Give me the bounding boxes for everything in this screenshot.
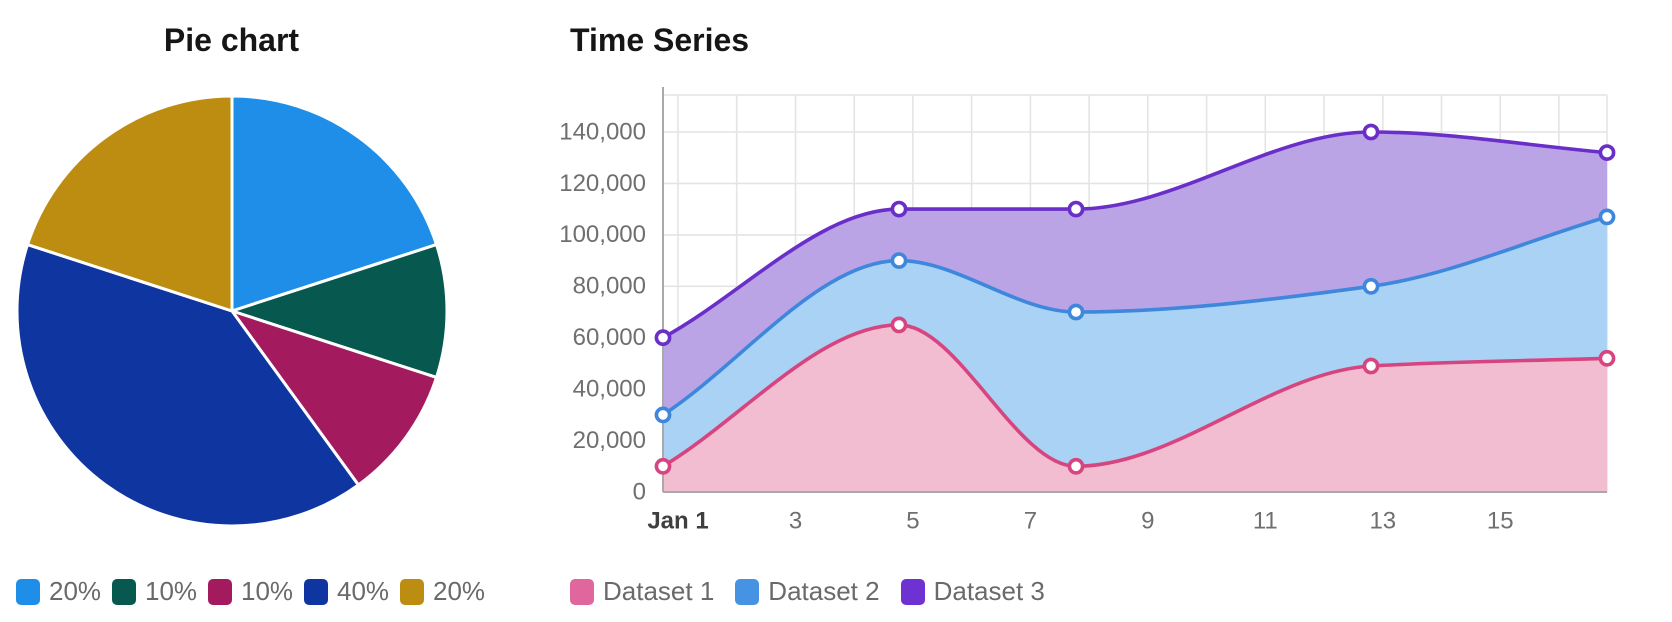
legend-label: 40% xyxy=(337,576,390,606)
legend-item[interactable]: 10% xyxy=(208,576,304,607)
legend-swatch xyxy=(900,578,925,605)
pie-slice-10%[interactable] xyxy=(230,243,449,379)
x-tick-label: 5 xyxy=(906,507,919,534)
data-point-marker[interactable] xyxy=(1598,208,1616,226)
legend-label: 20% xyxy=(49,576,102,606)
x-tick-label: 9 xyxy=(1141,507,1154,534)
legend-swatch xyxy=(735,578,760,605)
data-point-marker[interactable] xyxy=(1598,144,1616,161)
markers-dataset-1 xyxy=(654,316,1616,475)
legend-swatch xyxy=(400,578,424,605)
legend-swatch xyxy=(16,578,40,605)
time-series-legend: Dataset 1 Dataset 2 Dataset 3 xyxy=(570,576,1066,607)
legend-label: Dataset 1 xyxy=(603,576,715,606)
data-point-marker[interactable] xyxy=(1067,200,1085,218)
y-tick-label: 120,000 xyxy=(559,170,646,197)
legend-label: 20% xyxy=(433,576,486,606)
markers-dataset-2 xyxy=(654,208,1616,424)
pie-slice-20%[interactable] xyxy=(26,94,234,313)
data-point-marker[interactable] xyxy=(890,316,908,334)
data-point-marker[interactable] xyxy=(1362,277,1380,295)
pie-slice-10%[interactable] xyxy=(230,309,438,487)
data-point-marker[interactable] xyxy=(654,406,672,424)
markers-dataset-3 xyxy=(654,123,1616,347)
data-point-marker[interactable] xyxy=(654,457,672,475)
legend-item[interactable]: Dataset 3 xyxy=(900,576,1045,607)
data-point-marker[interactable] xyxy=(1362,357,1380,375)
x-tick-label: Jan 1 xyxy=(647,507,708,534)
x-tick-label: 13 xyxy=(1369,507,1396,534)
pie-slice-40%[interactable] xyxy=(15,243,360,528)
x-tick-label: 7 xyxy=(1024,507,1037,534)
x-axis-tick-labels: Jan 1 3 5 7 9 11 13 15 xyxy=(647,507,1513,534)
data-point-marker[interactable] xyxy=(1067,303,1085,321)
data-point-marker[interactable] xyxy=(1598,349,1616,367)
data-point-marker[interactable] xyxy=(890,200,908,218)
pie-chart-title: Pie chart xyxy=(163,22,300,58)
legend-item[interactable]: Dataset 1 xyxy=(570,576,714,607)
legend-item[interactable]: 10% xyxy=(112,576,208,607)
legend-label: 10% xyxy=(145,576,198,606)
legend-label: 10% xyxy=(241,576,294,606)
y-tick-label: 60,000 xyxy=(573,324,646,351)
x-tick-label: 15 xyxy=(1487,507,1514,534)
data-point-marker[interactable] xyxy=(1362,123,1380,141)
data-point-marker[interactable] xyxy=(654,329,672,347)
y-tick-label: 80,000 xyxy=(573,273,646,300)
pie-chart[interactable] xyxy=(0,0,530,622)
legend-swatch xyxy=(112,578,136,605)
pie-legend: 20% 10% 10% 40% 20% xyxy=(16,576,496,607)
legend-swatch xyxy=(208,578,232,605)
legend-swatch xyxy=(570,578,594,605)
legend-swatch xyxy=(304,578,328,605)
y-tick-label: 20,000 xyxy=(573,427,646,454)
x-tick-label: 3 xyxy=(789,507,802,534)
y-tick-label: 140,000 xyxy=(559,118,646,145)
legend-item[interactable]: 20% xyxy=(400,576,496,607)
legend-item[interactable]: 40% xyxy=(304,576,400,607)
y-tick-label: 0 xyxy=(633,478,646,505)
time-series-title: Time Series xyxy=(570,22,750,58)
pie-slice-20%[interactable] xyxy=(230,94,438,313)
legend-label: Dataset 3 xyxy=(933,576,1045,606)
axes xyxy=(662,87,1607,493)
y-tick-label: 40,000 xyxy=(573,375,646,402)
x-tick-label: 11 xyxy=(1253,507,1278,534)
legend-label: Dataset 2 xyxy=(768,576,880,606)
data-point-marker[interactable] xyxy=(890,252,908,269)
legend-item[interactable]: 20% xyxy=(16,576,112,607)
data-point-marker[interactable] xyxy=(1067,457,1085,475)
y-tick-label: 100,000 xyxy=(559,221,646,248)
time-series-chart[interactable]: 0 20,000 40,000 60,000 80,000 100,000 120,000 1… xyxy=(530,0,1672,622)
y-axis-tick-labels: 0 20,000 40,000 60,000 80,000 100,000 120,000 1… xyxy=(559,118,646,505)
legend-item[interactable]: Dataset 2 xyxy=(735,576,880,607)
